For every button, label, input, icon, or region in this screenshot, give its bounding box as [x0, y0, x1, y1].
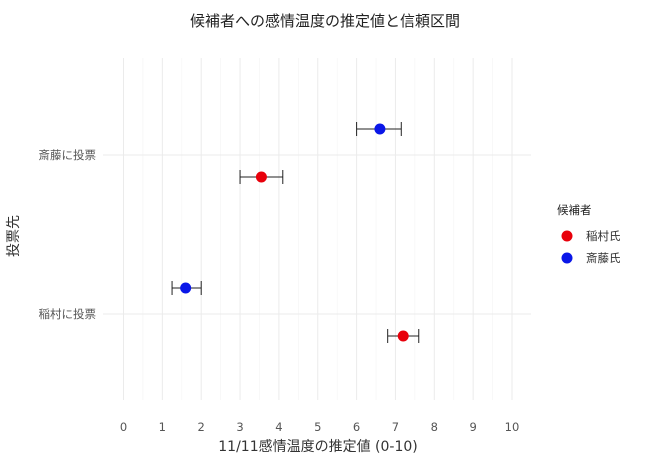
- estimate-point: [180, 282, 192, 294]
- grid-lines: [103, 58, 531, 400]
- legend-swatch: [561, 252, 573, 264]
- x-tick-label: 7: [392, 420, 399, 434]
- estimate-point: [397, 330, 409, 342]
- y-tick-label: 斎藤に投票: [39, 148, 97, 162]
- x-tick-label: 8: [431, 420, 438, 434]
- x-tick-label: 4: [275, 420, 282, 434]
- estimate-point: [374, 123, 386, 135]
- x-tick-label: 3: [236, 420, 243, 434]
- x-tick-label: 2: [198, 420, 205, 434]
- error-bar-point: [356, 122, 402, 136]
- error-bar-point: [387, 329, 420, 343]
- chart-title: 候補者への感情温度の推定値と信頼区間: [190, 12, 460, 30]
- error-bar-point: [171, 281, 202, 295]
- x-tick-label: 5: [314, 420, 321, 434]
- legend-swatch: [561, 230, 573, 242]
- x-tick-label: 10: [505, 420, 520, 434]
- x-tick-label: 6: [353, 420, 360, 434]
- x-tick-label: 0: [120, 420, 127, 434]
- data-marks: [171, 122, 420, 343]
- y-tick-label: 稲村に投票: [39, 307, 97, 321]
- x-tick-labels: 0 1 2 3 4 5 6 7 8 9 10: [120, 420, 519, 434]
- legend-title: 候補者: [557, 203, 592, 217]
- legend-label: 斎藤氏: [586, 251, 621, 265]
- x-tick-label: 9: [469, 420, 476, 434]
- y-axis-title: 投票先: [6, 215, 22, 257]
- x-tick-label: 1: [159, 420, 166, 434]
- error-bar-point: [239, 170, 284, 184]
- estimate-point: [255, 171, 267, 183]
- legend-label: 稲村氏: [586, 229, 621, 243]
- x-axis-title: 11/11感情温度の推定値 (0-10): [218, 438, 418, 455]
